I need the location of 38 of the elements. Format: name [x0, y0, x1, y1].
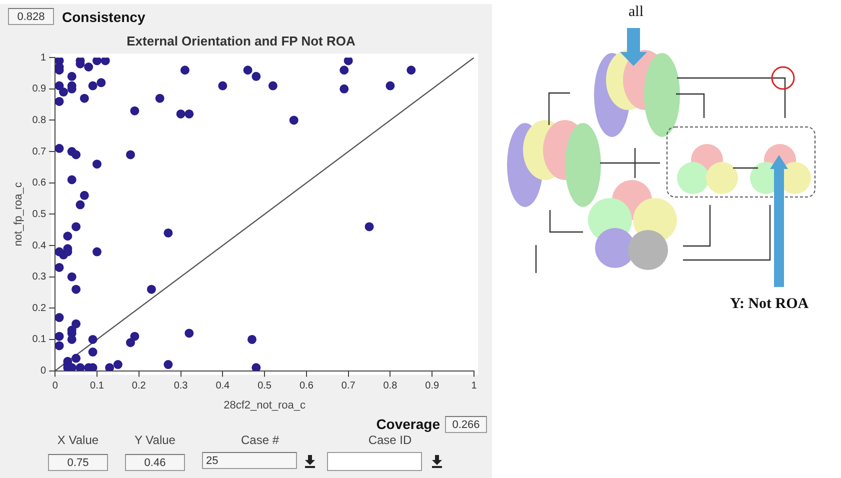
y-axis-title: not_fp_roa_c: [12, 182, 25, 246]
y-tick-label: 0.9: [32, 84, 47, 95]
y-tick-label: 0.4: [32, 240, 47, 252]
y-tick-label: 0.3: [32, 272, 47, 283]
text: X Value: [56, 433, 100, 447]
y-tick-label: 0.1: [32, 334, 47, 346]
y-tick-label: 0.8: [32, 114, 47, 126]
y-tick-label: 0.5: [32, 208, 47, 220]
text: Y: Not ROA: [730, 296, 810, 313]
x-tick-label: 0.3: [174, 380, 188, 392]
text: 0.266: [445, 416, 487, 433]
text: Consistency: [62, 9, 146, 25]
text: all: [628, 4, 644, 21]
x-axis-title: 28cf2_not_roa_c: [224, 399, 306, 412]
x-tick-label: 0.9: [425, 380, 440, 392]
x-tick-label: 0.6: [299, 380, 314, 392]
text: Coverage: [375, 416, 440, 432]
text: Case #: [240, 433, 280, 447]
y-tick-label: 0.7: [32, 146, 47, 158]
x-tick-label: 0.7: [341, 380, 356, 392]
x-tick-label: 0.5: [258, 380, 272, 392]
text: 0.46: [125, 454, 185, 471]
y-tick-label: 0.2: [32, 302, 47, 314]
x-tick-label: 0.1: [90, 380, 104, 392]
text: 0.828: [8, 8, 54, 25]
y-tick-label: 1: [40, 52, 47, 64]
x-tick-label: 0: [52, 380, 58, 392]
text: Case ID: [367, 433, 413, 447]
text: 0.75: [48, 454, 108, 471]
x-tick-label: 0.4: [216, 380, 230, 392]
y-tick-label: 0: [40, 366, 47, 377]
text: 25: [202, 452, 297, 469]
x-tick-label: 0.8: [383, 380, 398, 392]
x-tick-label: 0.2: [132, 380, 146, 392]
text: Y Value: [134, 433, 176, 447]
x-tick-label: 1: [471, 380, 478, 392]
chart-title: External Orientation and FP Not ROA: [126, 33, 356, 48]
y-tick-label: 0.6: [32, 178, 47, 189]
